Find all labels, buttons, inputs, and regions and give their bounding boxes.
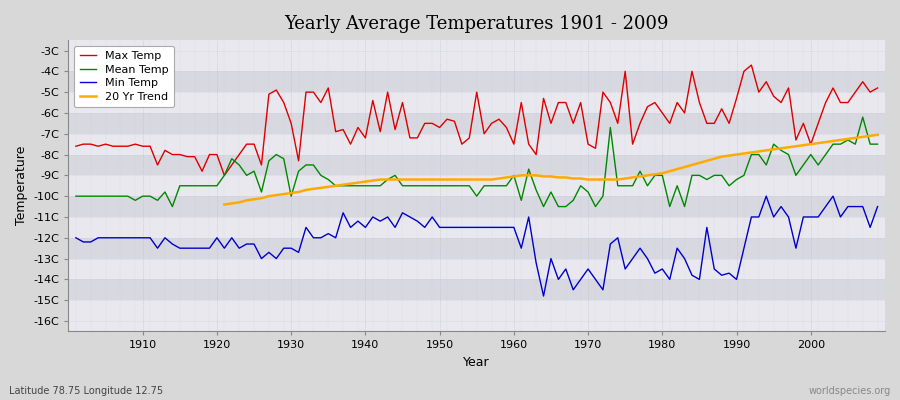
- 20 Yr Trend: [286, 191, 297, 196]
- Max Temp: [605, 100, 616, 105]
- Line: 20 Yr Trend: 20 Yr Trend: [224, 135, 878, 204]
- Bar: [68, 134, 885, 154]
- Mean Temp: [516, 198, 526, 203]
- Mean Temp: [508, 173, 519, 178]
- Line: Min Temp: Min Temp: [76, 196, 878, 296]
- Min Temp: [760, 194, 771, 198]
- Bar: [68, 71, 885, 92]
- Max Temp: [516, 100, 526, 105]
- Min Temp: [70, 235, 81, 240]
- Text: Latitude 78.75 Longitude 12.75: Latitude 78.75 Longitude 12.75: [9, 386, 163, 396]
- Line: Max Temp: Max Temp: [76, 65, 878, 175]
- Min Temp: [338, 210, 348, 215]
- Max Temp: [746, 63, 757, 68]
- Min Temp: [605, 242, 616, 246]
- 20 Yr Trend: [872, 132, 883, 137]
- Max Temp: [130, 142, 140, 146]
- Legend: Max Temp, Mean Temp, Min Temp, 20 Yr Trend: Max Temp, Mean Temp, Min Temp, 20 Yr Tre…: [74, 46, 175, 107]
- Bar: [68, 154, 885, 175]
- Bar: [68, 238, 885, 258]
- Mean Temp: [858, 115, 868, 120]
- Min Temp: [538, 294, 549, 298]
- Max Temp: [508, 142, 519, 146]
- 20 Yr Trend: [353, 180, 364, 185]
- X-axis label: Year: Year: [464, 356, 490, 369]
- Mean Temp: [605, 125, 616, 130]
- Title: Yearly Average Temperatures 1901 - 2009: Yearly Average Temperatures 1901 - 2009: [284, 15, 669, 33]
- Bar: [68, 50, 885, 71]
- Mean Temp: [301, 162, 311, 167]
- Bar: [68, 196, 885, 217]
- Mean Temp: [130, 198, 140, 203]
- Bar: [68, 217, 885, 238]
- Min Temp: [501, 225, 512, 230]
- Bar: [68, 92, 885, 113]
- Mean Temp: [345, 183, 356, 188]
- Max Temp: [301, 90, 311, 94]
- Max Temp: [70, 144, 81, 149]
- Mean Temp: [70, 194, 81, 198]
- Min Temp: [508, 225, 519, 230]
- Y-axis label: Temperature: Temperature: [15, 146, 28, 226]
- Min Temp: [872, 204, 883, 209]
- Bar: [68, 175, 885, 196]
- Max Temp: [345, 142, 356, 146]
- Line: Mean Temp: Mean Temp: [76, 117, 878, 206]
- Bar: [68, 258, 885, 279]
- 20 Yr Trend: [219, 202, 230, 207]
- 20 Yr Trend: [553, 175, 563, 180]
- Text: worldspecies.org: worldspecies.org: [809, 386, 891, 396]
- Min Temp: [293, 250, 304, 255]
- Min Temp: [130, 235, 140, 240]
- 20 Yr Trend: [301, 188, 311, 192]
- Max Temp: [219, 173, 230, 178]
- 20 Yr Trend: [472, 177, 482, 182]
- Bar: [68, 113, 885, 134]
- Mean Temp: [872, 142, 883, 146]
- 20 Yr Trend: [798, 143, 809, 148]
- Max Temp: [872, 86, 883, 90]
- Mean Temp: [167, 204, 178, 209]
- Bar: [68, 279, 885, 300]
- Bar: [68, 300, 885, 321]
